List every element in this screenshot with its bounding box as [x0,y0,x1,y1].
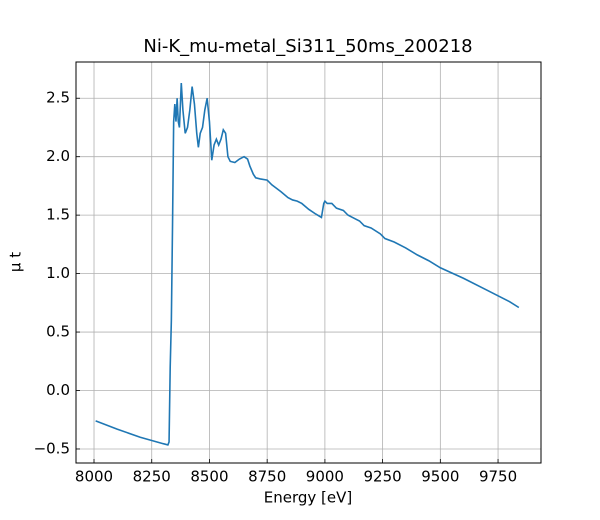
y-tick-label: 0.5 [46,323,70,341]
data-line [95,82,520,446]
x-tick-label: 8250 [133,468,171,486]
x-tick-label: 8000 [75,468,113,486]
x-tick-label: 8750 [248,468,286,486]
x-tick-label: 9000 [306,468,344,486]
y-tick-label: −0.5 [34,439,70,457]
y-axis-label: μ t [7,252,25,272]
y-tick-label: 1.0 [46,264,70,282]
x-tick-label: 9500 [421,468,459,486]
y-tick-label: 2.0 [46,147,70,165]
x-tick-label: 9250 [364,468,402,486]
x-axis-label: Energy [eV] [264,489,352,507]
x-tick-label: 9750 [479,468,517,486]
x-tick-label: 8500 [190,468,228,486]
chart-title: Ni-K_mu-metal_Si311_50ms_200218 [143,36,472,57]
y-tick-label: 0.0 [46,381,70,399]
plot-frame [75,61,542,464]
y-tick-label: 1.5 [46,206,70,224]
y-tick-label: 2.5 [46,89,70,107]
